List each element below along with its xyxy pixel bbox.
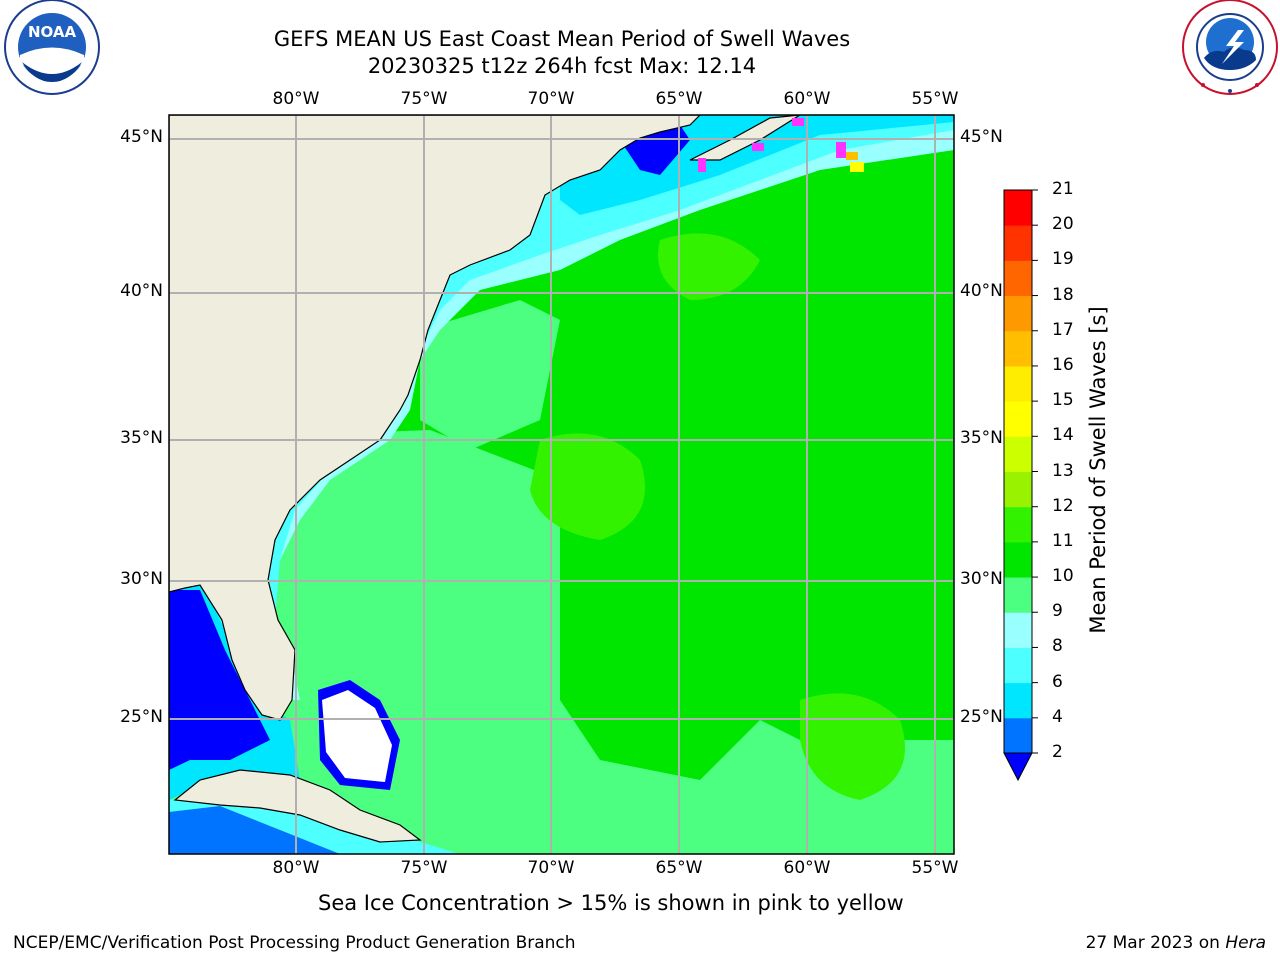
colorbar-segment (1004, 471, 1032, 508)
footer-date: 27 Mar 2023 on Hera (1086, 933, 1266, 953)
map-frame (168, 114, 955, 855)
colorbar-segment (1004, 682, 1032, 719)
swell-11-12-patch-c (658, 233, 760, 300)
lat-label-right: 40°N (960, 281, 1003, 301)
colorbar-tick-label: 20 (1052, 214, 1074, 235)
sea-ice-cell (836, 142, 846, 158)
lat-label-left: 30°N (120, 569, 163, 589)
lat-label-left: 35°N (120, 428, 163, 448)
lon-label-bottom: 75°W (400, 858, 448, 878)
land-cuba (173, 769, 422, 843)
sea-ice-cell (698, 158, 706, 172)
colorbar-tick-label: 11 (1052, 530, 1074, 551)
gulf-under-field (169, 590, 270, 770)
colorbar-segment (1004, 577, 1032, 613)
colorbar-segment (1004, 190, 1032, 226)
colorbar-tick-label: 15 (1052, 390, 1074, 411)
land-north-america (169, 115, 701, 721)
colorbar-tick-label: 18 (1052, 284, 1074, 305)
sea-ice-cell (792, 118, 804, 126)
colorbar-segment (1004, 330, 1032, 367)
colorbar-tick-label: 2 (1052, 742, 1063, 762)
sea-ice-caption: Sea Ice Concentration > 15% is shown in … (318, 891, 904, 915)
lat-label-right: 30°N (960, 569, 1003, 589)
colorbar-segment (1004, 612, 1032, 648)
sea-ice-cell (752, 143, 764, 151)
colorbar-segment (1004, 225, 1032, 261)
colorbar-segment (1004, 401, 1032, 437)
colorbar-segment (1004, 647, 1032, 684)
colorbar (1003, 189, 1038, 782)
lat-label-right: 45°N (960, 127, 1003, 147)
colorbar-tick-label: 16 (1052, 354, 1074, 375)
lon-label-top: 55°W (911, 89, 959, 109)
lat-label-right: 35°N (960, 428, 1003, 448)
colorbar-tick-label: 6 (1052, 671, 1063, 692)
colorbar-tick-label: 14 (1052, 425, 1074, 446)
sea-ice-cell (850, 162, 864, 172)
colorbar-tick-label: 4 (1052, 706, 1063, 727)
colorbar-segment (1004, 506, 1032, 543)
colorbar-tick-label: 10 (1052, 566, 1074, 587)
colorbar-segment (1004, 365, 1032, 402)
colorbar-tick-label: 9 (1052, 601, 1063, 622)
bahamas-bank (322, 690, 392, 782)
map-field (169, 115, 954, 854)
colorbar-under-triangle (1003, 752, 1033, 782)
colorbar-label: Mean Period of Swell Waves [s] (1086, 306, 1110, 634)
lat-label-right: 25°N (960, 707, 1003, 727)
colorbar-segment (1004, 717, 1032, 754)
colorbar-segment (1004, 295, 1032, 332)
colorbar-segment (1004, 260, 1032, 297)
lon-label-top: 75°W (400, 89, 448, 109)
colorbar-segment (1004, 436, 1032, 472)
lon-label-bottom: 60°W (783, 858, 831, 878)
footer-date-text: 27 Mar 2023 on (1085, 933, 1220, 953)
map-title: GEFS MEAN US East Coast Mean Period of S… (273, 27, 851, 51)
colorbar-tick-label: 8 (1052, 636, 1063, 657)
lon-label-bottom: 65°W (655, 858, 703, 878)
swell-9-10-north (420, 300, 560, 450)
lat-label-left: 25°N (120, 707, 163, 727)
colorbar-tick-label: 21 (1052, 179, 1074, 199)
footer-host: Hera (1225, 933, 1266, 953)
colorbar-tick-label: 19 (1052, 249, 1074, 270)
gridlines (169, 115, 954, 854)
lon-label-top: 60°W (783, 89, 831, 109)
colorbar-tick-label: 17 (1052, 319, 1074, 340)
lon-label-top: 80°W (272, 89, 320, 109)
colorbar-segment (1004, 541, 1032, 578)
lon-label-bottom: 80°W (272, 858, 320, 878)
map-subtitle: 20230325 t12z 264h fcst Max: 12.14 (367, 54, 757, 78)
lat-label-left: 45°N (120, 127, 163, 147)
sea-ice-cell (846, 152, 858, 160)
caribbean-low-field (169, 806, 340, 854)
lat-label-left: 40°N (120, 281, 163, 301)
lon-label-bottom: 70°W (527, 858, 575, 878)
colorbar-tick-label: 12 (1052, 495, 1074, 516)
footer-branch: NCEP/EMC/Verification Post Processing Pr… (13, 933, 576, 953)
lon-label-top: 65°W (655, 89, 703, 109)
swell-11-12-patch-a (530, 433, 645, 540)
lon-label-bottom: 55°W (911, 858, 959, 878)
lon-label-top: 70°W (527, 89, 575, 109)
colorbar-tick-label: 13 (1052, 460, 1074, 481)
